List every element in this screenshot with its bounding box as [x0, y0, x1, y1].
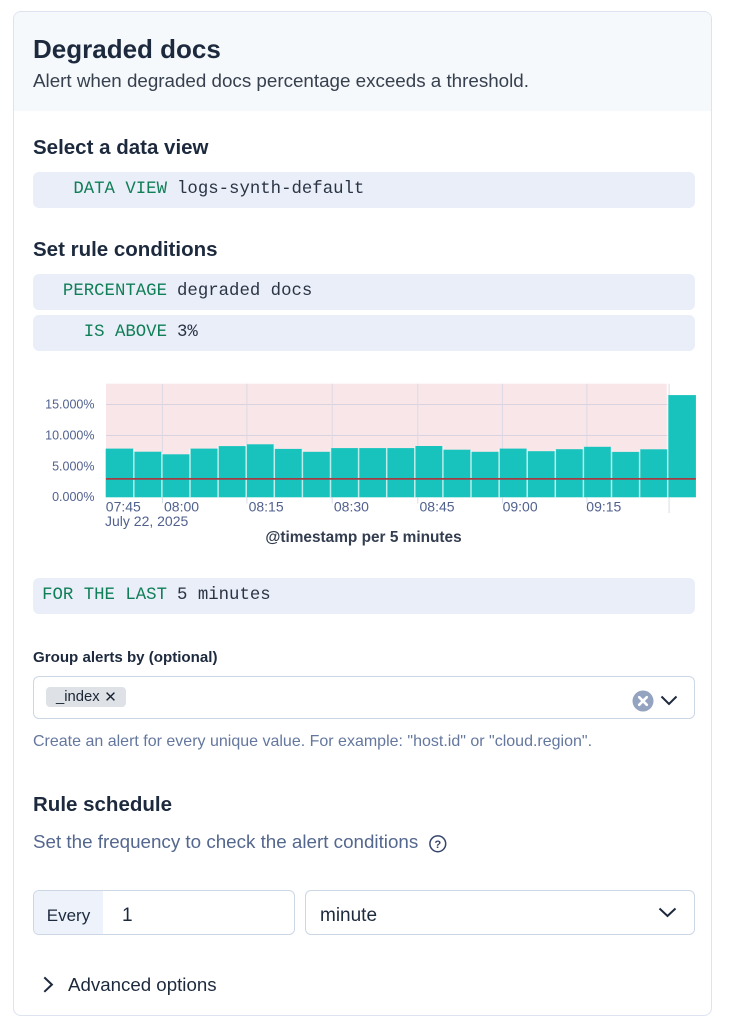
- svg-text:08:15: 08:15: [249, 499, 284, 515]
- svg-text:10.000%: 10.000%: [45, 429, 94, 443]
- svg-text:?: ?: [434, 839, 441, 851]
- svg-text:July 22, 2025: July 22, 2025: [105, 513, 188, 529]
- svg-text:5.000%: 5.000%: [52, 459, 94, 473]
- svg-text:0.000%: 0.000%: [52, 490, 94, 504]
- svg-text:08:30: 08:30: [334, 499, 369, 515]
- svg-text:08:00: 08:00: [164, 499, 199, 515]
- svg-text:08:45: 08:45: [420, 499, 455, 515]
- svg-text:09:00: 09:00: [503, 499, 538, 515]
- svg-text:15.000%: 15.000%: [45, 398, 94, 412]
- svg-text:09:15: 09:15: [586, 499, 621, 515]
- svg-text:07:45: 07:45: [106, 499, 141, 515]
